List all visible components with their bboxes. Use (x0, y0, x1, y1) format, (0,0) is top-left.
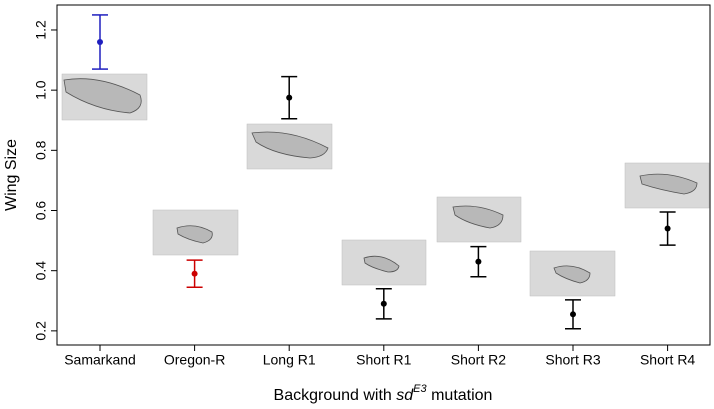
point (191, 270, 198, 277)
point (97, 39, 103, 46)
x-label-text: mutation (427, 387, 493, 404)
y-axis-label: Wing Size (3, 139, 20, 211)
wing-photo (639, 173, 698, 195)
y-tick-label: 1.0 (33, 80, 49, 100)
wing-photo (176, 225, 213, 244)
x-label-gene: sd (396, 387, 414, 404)
point (380, 300, 387, 307)
point (664, 225, 671, 232)
y-tick-label: 0.6 (33, 201, 49, 221)
x-tick-label: Long R1 (263, 352, 316, 368)
y-tick-label: 0.4 (33, 261, 49, 281)
point (570, 311, 576, 318)
wing-photo (452, 205, 504, 229)
point (475, 258, 482, 265)
wing-photo (363, 255, 400, 273)
x-label-allele: E3 (413, 383, 427, 395)
wing-photos (61, 73, 710, 297)
point (286, 94, 293, 101)
x-tick-label: Oregon-R (164, 352, 225, 368)
y-tick-label: 1.2 (33, 20, 49, 40)
x-axis-label: Background with sdE3 mutation (274, 383, 493, 404)
wing-photo (553, 265, 591, 284)
x-tick-label: Short R4 (640, 352, 695, 368)
x-tick-label: Samarkand (64, 352, 136, 368)
y-tick-label: 0.8 (33, 140, 49, 160)
wing-photo (63, 78, 142, 114)
wing-photo (251, 131, 329, 159)
x-tick-label: Short R3 (545, 352, 600, 368)
y-tick-label: 0.2 (33, 321, 49, 341)
x-label-text: Background with (274, 387, 397, 404)
x-tick-label: Short R1 (356, 352, 411, 368)
x-tick-label: Short R2 (451, 352, 506, 368)
